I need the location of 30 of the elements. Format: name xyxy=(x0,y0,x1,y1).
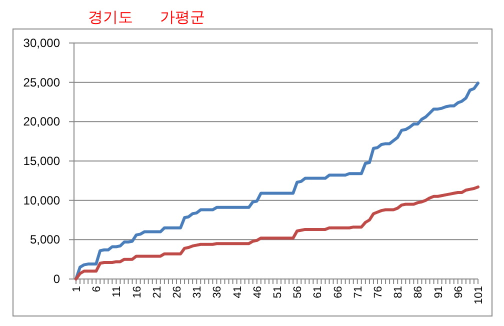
x-tick-label: 91 xyxy=(432,286,445,298)
x-tick-label: 21 xyxy=(151,286,164,298)
x-tick-label: 26 xyxy=(172,286,184,298)
x-tick-label: 41 xyxy=(232,286,244,298)
x-tick-label: 36 xyxy=(212,286,224,298)
x-tick-label: 11 xyxy=(111,286,124,298)
y-tick-label: 0 xyxy=(53,272,60,286)
x-tick-label: 6 xyxy=(91,286,104,292)
x-tick-label: 51 xyxy=(272,286,284,298)
subtitle: 가평군 xyxy=(160,9,205,26)
x-tick-label: 96 xyxy=(452,286,465,298)
x-tick-label: 66 xyxy=(332,286,344,298)
y-tick-label: 20,000 xyxy=(23,114,60,129)
title: 경기도 xyxy=(88,9,133,26)
y-tick-label: 15,000 xyxy=(23,154,60,168)
x-tick-label: 101 xyxy=(472,286,485,304)
x-tick-label: 76 xyxy=(372,286,384,298)
x-tick-label: 81 xyxy=(392,286,405,298)
x-tick-label: 31 xyxy=(192,286,204,298)
y-tick-label: 10,000 xyxy=(23,193,60,208)
x-tick-label: 16 xyxy=(131,286,144,298)
y-tick-label: 5,000 xyxy=(30,232,60,247)
x-tick-label: 61 xyxy=(312,286,324,298)
x-tick-label: 46 xyxy=(252,286,264,298)
x-tick-label: 86 xyxy=(412,286,425,298)
y-tick-label: 30,000 xyxy=(23,36,60,50)
y-tick-label: 25,000 xyxy=(23,75,60,90)
x-tick-label: 71 xyxy=(352,286,364,298)
x-tick-label: 1 xyxy=(71,286,83,292)
x-tick-label: 56 xyxy=(292,286,304,298)
